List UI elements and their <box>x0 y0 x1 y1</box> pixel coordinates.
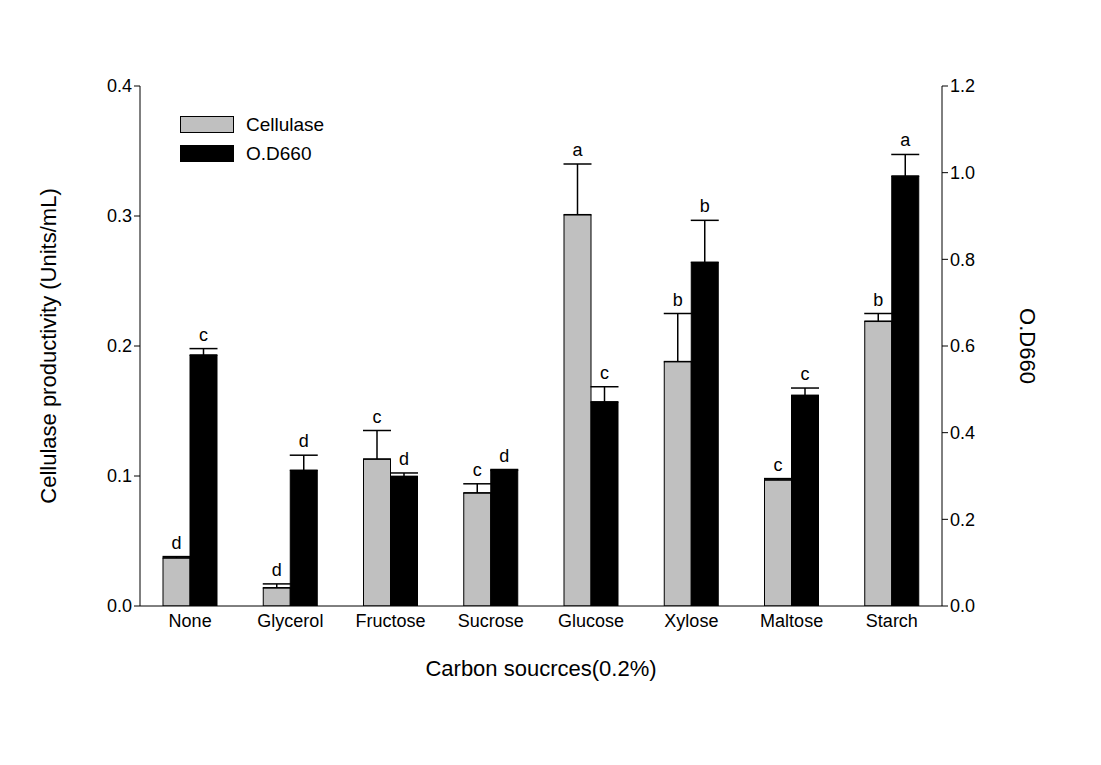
svg-text:Maltose: Maltose <box>760 611 823 631</box>
svg-text:1.0: 1.0 <box>950 163 975 183</box>
svg-text:0.6: 0.6 <box>950 336 975 356</box>
svg-text:b: b <box>700 196 710 216</box>
svg-text:Cellulase productivity (Units/: Cellulase productivity (Units/mL) <box>36 188 61 503</box>
svg-text:Starch: Starch <box>866 611 918 631</box>
svg-text:d: d <box>499 446 509 466</box>
svg-text:Fructose: Fructose <box>356 611 426 631</box>
svg-text:0.3: 0.3 <box>107 206 132 226</box>
svg-text:d: d <box>299 431 309 451</box>
svg-text:a: a <box>572 140 583 160</box>
svg-text:0.0: 0.0 <box>950 596 975 616</box>
svg-text:0.0: 0.0 <box>107 596 132 616</box>
html-text:Cellulase: Cellulase <box>246 113 325 135</box>
svg-text:None: None <box>169 611 212 631</box>
svg-text:0.2: 0.2 <box>950 510 975 530</box>
svg-text:c: c <box>801 364 810 384</box>
svg-text:c: c <box>600 363 609 383</box>
svg-text:1.2: 1.2 <box>950 76 975 96</box>
svg-text:0.4: 0.4 <box>950 423 975 443</box>
svg-text:c: c <box>774 455 783 475</box>
svg-text:O.D660: O.D660 <box>1015 308 1040 384</box>
svg-text:0.1: 0.1 <box>107 466 132 486</box>
html-text:O.D660: O.D660 <box>246 142 312 164</box>
svg-text:Carbon soucrces(0.2%): Carbon soucrces(0.2%) <box>425 656 656 681</box>
svg-text:Sucrose: Sucrose <box>458 611 524 631</box>
svg-text:0.8: 0.8 <box>950 250 975 270</box>
svg-text:d: d <box>399 449 409 469</box>
svg-text:c: c <box>373 407 382 427</box>
svg-text:0.2: 0.2 <box>107 336 132 356</box>
svg-text:c: c <box>473 460 482 480</box>
svg-text:d: d <box>272 560 282 580</box>
svg-text:c: c <box>199 325 208 345</box>
svg-text:d: d <box>171 533 181 553</box>
svg-text:Xylose: Xylose <box>664 611 718 631</box>
svg-text:a: a <box>900 130 911 150</box>
svg-text:Glycerol: Glycerol <box>257 611 323 631</box>
svg-text:0.4: 0.4 <box>107 76 132 96</box>
svg-text:Glucose: Glucose <box>558 611 624 631</box>
svg-text:b: b <box>873 290 883 310</box>
svg-text:b: b <box>673 290 683 310</box>
